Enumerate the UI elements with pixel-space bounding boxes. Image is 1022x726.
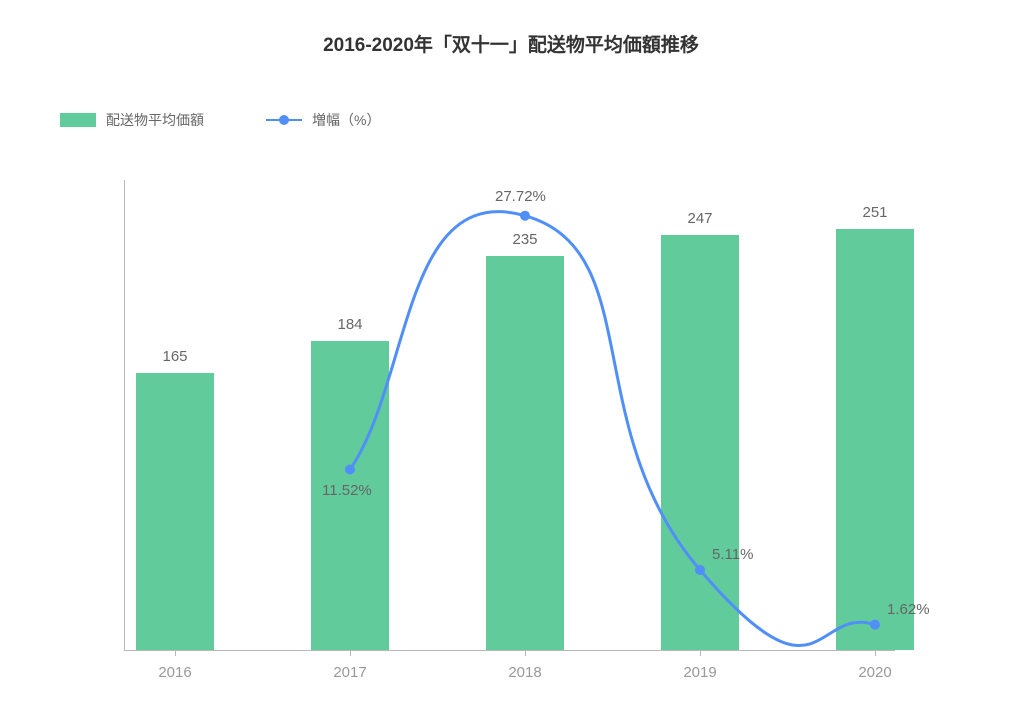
x-tick-label: 2018 [485,664,565,681]
line-marker [695,565,705,575]
legend-item-line: 増幅（%） [266,110,380,130]
line-value-label: 1.62% [887,601,930,618]
x-tick [350,650,351,656]
chart-container: 2016-2020年「双十一」配送物平均価額推移 配送物平均価額 増幅（%） 1… [0,0,1022,726]
line-marker [520,211,530,221]
line-value-label: 5.11% [712,546,753,563]
x-axis-line [124,650,895,651]
x-tick [175,650,176,656]
x-tick [875,650,876,656]
legend-bar-label: 配送物平均価額 [106,110,204,130]
x-tick [700,650,701,656]
x-tick [525,650,526,656]
plot-area: 1652016184201723520182472019251202011.52… [125,180,895,650]
line-value-label: 27.72% [495,188,546,205]
legend: 配送物平均価額 増幅（%） [60,110,430,130]
x-tick-label: 2017 [310,664,390,681]
legend-item-bar: 配送物平均価額 [60,110,204,130]
legend-line-swatch [266,113,302,127]
x-tick-label: 2019 [660,664,740,681]
line-series [125,180,895,650]
legend-line-label: 増幅（%） [312,110,380,130]
line-marker [345,465,355,475]
growth-line [350,212,875,646]
line-value-label: 11.52% [322,482,372,499]
x-tick-label: 2016 [135,664,215,681]
x-tick-label: 2020 [835,664,915,681]
chart-title: 2016-2020年「双十一」配送物平均価額推移 [0,30,1022,57]
legend-bar-swatch [60,113,96,127]
legend-line-dot [279,115,289,125]
line-marker [870,620,880,630]
